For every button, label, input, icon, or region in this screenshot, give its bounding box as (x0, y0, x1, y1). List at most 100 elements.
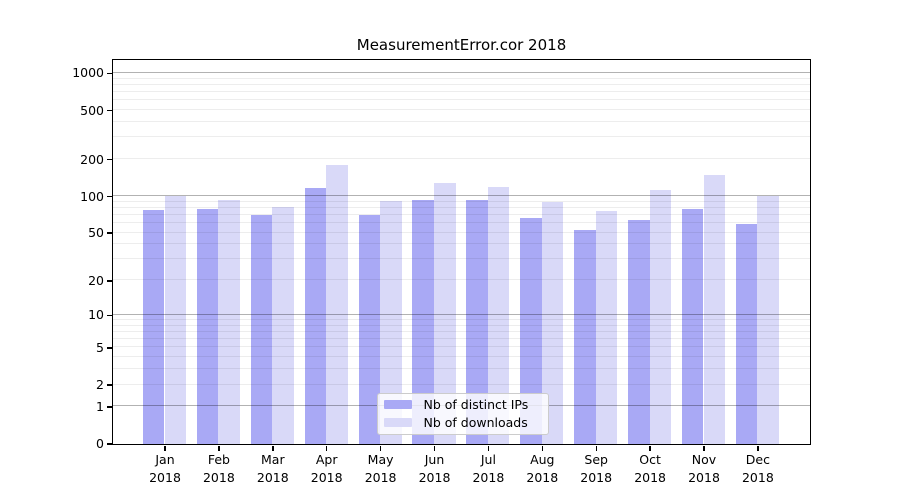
bar-distinct-ips-jan (142, 209, 165, 444)
bar-downloads-apr (326, 164, 348, 444)
bar-downloads-sep (595, 211, 618, 444)
x-tick-mark (595, 445, 597, 451)
x-tick-month: Feb (207, 452, 230, 467)
minor-gridline (112, 136, 810, 138)
x-tick-month: Nov (691, 452, 717, 467)
x-tick-month: Jul (480, 452, 496, 467)
y-tick-mark (106, 384, 112, 386)
x-tick-year: 2018 (418, 469, 451, 485)
x-tick-mark (487, 445, 490, 451)
x-tick-label: Oct 2018 (622, 451, 678, 486)
bar-distinct-ips-nov (681, 208, 704, 444)
bar-distinct-ips-sep (574, 229, 596, 444)
x-tick-mark (703, 445, 705, 451)
minor-gridline (112, 99, 810, 101)
x-tick-mark (757, 445, 759, 451)
x-tick-month: Oct (639, 452, 661, 467)
x-tick-mark (218, 445, 220, 451)
legend-label-distinct-ips: Nb of distinct IPs (423, 397, 529, 413)
bar-distinct-ips-aug (520, 218, 542, 444)
minor-gridline (112, 91, 810, 93)
bar-downloads-may (380, 201, 402, 444)
x-tick-label: Dec 2018 (730, 451, 786, 486)
bar-distinct-ips-mar (250, 214, 273, 444)
chart-title: MeasurementError.cor 2018 (356, 36, 567, 54)
y-tick-label: 10 (88, 307, 104, 323)
x-tick-month: Mar (261, 452, 285, 467)
y-tick-label: 100 (80, 188, 104, 204)
bar-distinct-ips-dec (735, 223, 758, 444)
bar-downloads-jul (487, 187, 510, 444)
major-gridline (112, 71, 810, 73)
y-tick-label: 0 (96, 436, 104, 451)
x-tick-label: Jan 2018 (137, 451, 193, 486)
x-tick-label: Jul 2018 (460, 451, 516, 486)
x-tick-month: Sep (584, 452, 608, 467)
plot-area: Nb of distinct IPs Nb of downloads (111, 58, 811, 445)
x-tick-year: 2018 (634, 469, 666, 485)
x-tick-month: Apr (315, 452, 338, 467)
y-tick-label: 500 (80, 102, 104, 118)
legend-item-downloads: Nb of downloads (378, 414, 548, 431)
y-tick-mark (106, 232, 112, 234)
bar-downloads-jan (164, 196, 187, 444)
bar-downloads-aug (541, 202, 564, 444)
bar-downloads-mar (272, 206, 294, 444)
y-tick-label: 50 (88, 225, 104, 241)
x-tick-label: Mar 2018 (245, 451, 301, 486)
x-tick-label: Feb 2018 (191, 451, 247, 486)
legend-label-downloads: Nb of downloads (423, 414, 528, 430)
x-tick-year: 2018 (256, 469, 289, 485)
bar-distinct-ips-apr (304, 187, 327, 444)
x-tick-label: Aug 2018 (514, 451, 570, 486)
x-tick-mark (272, 445, 274, 451)
x-tick-month: Jun (424, 452, 445, 467)
minor-gridline (112, 77, 810, 79)
x-tick-mark (433, 445, 436, 451)
y-tick-mark (106, 314, 112, 317)
x-tick-year: 2018 (741, 469, 774, 485)
x-tick-mark (325, 445, 328, 451)
legend-swatch-downloads (383, 418, 412, 427)
x-tick-year: 2018 (149, 469, 181, 485)
minor-gridline (112, 121, 810, 122)
bar-distinct-ips-feb (196, 208, 219, 444)
x-tick-label: Jun 2018 (407, 451, 463, 486)
x-tick-year: 2018 (526, 469, 559, 485)
x-tick-year: 2018 (202, 469, 235, 485)
y-tick-mark (106, 443, 112, 445)
bar-distinct-ips-jul (466, 200, 488, 444)
x-tick-month: Aug (530, 452, 555, 467)
y-tick-mark (106, 158, 112, 161)
y-tick-mark (106, 109, 112, 112)
y-tick-label: 20 (88, 272, 104, 288)
legend-item-distinct-ips: Nb of distinct IPs (378, 396, 548, 413)
bar-downloads-feb (218, 200, 240, 444)
y-tick-mark (106, 72, 112, 75)
x-tick-mark (379, 445, 382, 451)
x-tick-mark (164, 445, 166, 451)
bar-distinct-ips-jun (412, 200, 434, 444)
x-tick-month: Dec (745, 452, 770, 467)
y-tick-mark (106, 406, 112, 408)
x-tick-year: 2018 (472, 469, 505, 485)
minor-gridline (112, 83, 810, 85)
x-tick-year: 2018 (688, 469, 720, 485)
bar-downloads-jun (434, 182, 456, 444)
bar-distinct-ips-oct (628, 219, 650, 444)
y-tick-mark (106, 195, 112, 198)
y-tick-label: 2 (96, 377, 104, 393)
y-tick-label: 200 (80, 151, 104, 167)
legend-swatch-distinct-ips (383, 400, 412, 409)
legend: Nb of distinct IPs Nb of downloads (376, 392, 549, 435)
y-tick-label: 1 (96, 398, 104, 414)
x-tick-year: 2018 (364, 469, 397, 485)
x-tick-label: Sep 2018 (568, 451, 624, 486)
bar-distinct-ips-may (358, 214, 381, 444)
x-tick-month: Jan (155, 452, 175, 467)
bar-downloads-nov (703, 175, 726, 444)
x-tick-year: 2018 (310, 469, 343, 485)
y-tick-mark (106, 280, 112, 282)
x-tick-label: Nov 2018 (676, 451, 732, 486)
